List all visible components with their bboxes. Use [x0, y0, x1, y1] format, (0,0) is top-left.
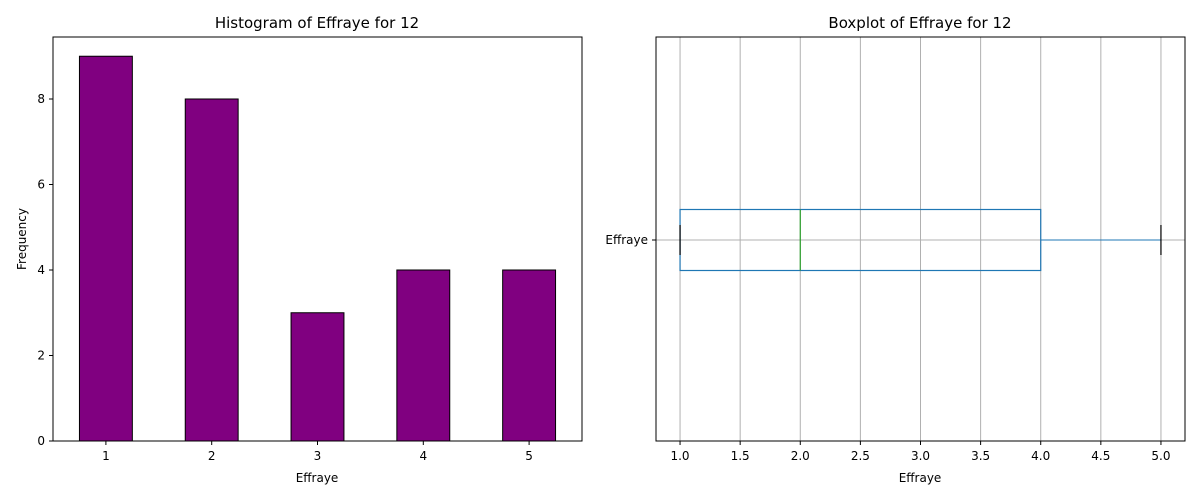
histogram-bar [502, 269, 557, 442]
histogram-y-tick-label: 2 [37, 348, 45, 362]
histogram-x-tick-label: 4 [419, 449, 427, 463]
histogram-title: Histogram of Effraye for 12 [215, 14, 419, 32]
histogram-y-ticks: 0 2 4 6 8 [37, 92, 53, 448]
histogram-bar [184, 98, 239, 442]
boxplot-grid [656, 37, 1185, 441]
boxplot-x-tick-label: 5.0 [1151, 449, 1170, 463]
histogram-x-ticks: 1 2 3 4 5 [102, 441, 533, 463]
boxplot-x-tick-label: 4.0 [1031, 449, 1050, 463]
histogram-y-tick-label: 8 [37, 92, 45, 106]
histogram-x-tick-label: 1 [102, 449, 110, 463]
boxplot-x-tick-label: 3.0 [911, 449, 930, 463]
boxplot-title: Boxplot of Effraye for 12 [828, 14, 1011, 32]
histogram-x-tick-label: 3 [314, 449, 322, 463]
boxplot-x-ticks: 1.0 1.5 2.0 2.5 3.0 3.5 4.0 4.5 5.0 [670, 441, 1171, 463]
histogram-x-tick-label: 2 [208, 449, 216, 463]
boxplot-x-tick-label: 3.5 [971, 449, 990, 463]
boxplot-x-tick-label: 2.5 [851, 449, 870, 463]
boxplot-x-tick-label: 2.0 [791, 449, 810, 463]
boxplot-y-tick-label: Effraye [605, 233, 648, 247]
histogram-x-tick-label: 5 [525, 449, 533, 463]
histogram-bar [78, 55, 133, 442]
boxplot-x-tick-label: 4.5 [1091, 449, 1110, 463]
histogram-bars [78, 55, 557, 442]
boxplot-x-label: Effraye [899, 471, 942, 485]
boxplot-panel: Boxplot of Effraye for 12 1.0 1.5 2.0 2.5 3.… [605, 14, 1186, 485]
histogram-x-label: Effraye [296, 471, 339, 485]
boxplot-y-ticks: Effraye [605, 233, 656, 247]
boxplot-x-tick-label: 1.0 [670, 449, 689, 463]
histogram-y-tick-label: 0 [37, 434, 45, 448]
boxplot-x-tick-label: 1.5 [731, 449, 750, 463]
boxplot-marks [679, 208, 1162, 272]
histogram-bar [396, 269, 451, 442]
histogram-y-tick-label: 6 [37, 177, 45, 191]
histogram-bar [290, 312, 345, 442]
histogram-y-label: Frequency [15, 208, 29, 270]
histogram-y-tick-label: 4 [37, 263, 45, 277]
